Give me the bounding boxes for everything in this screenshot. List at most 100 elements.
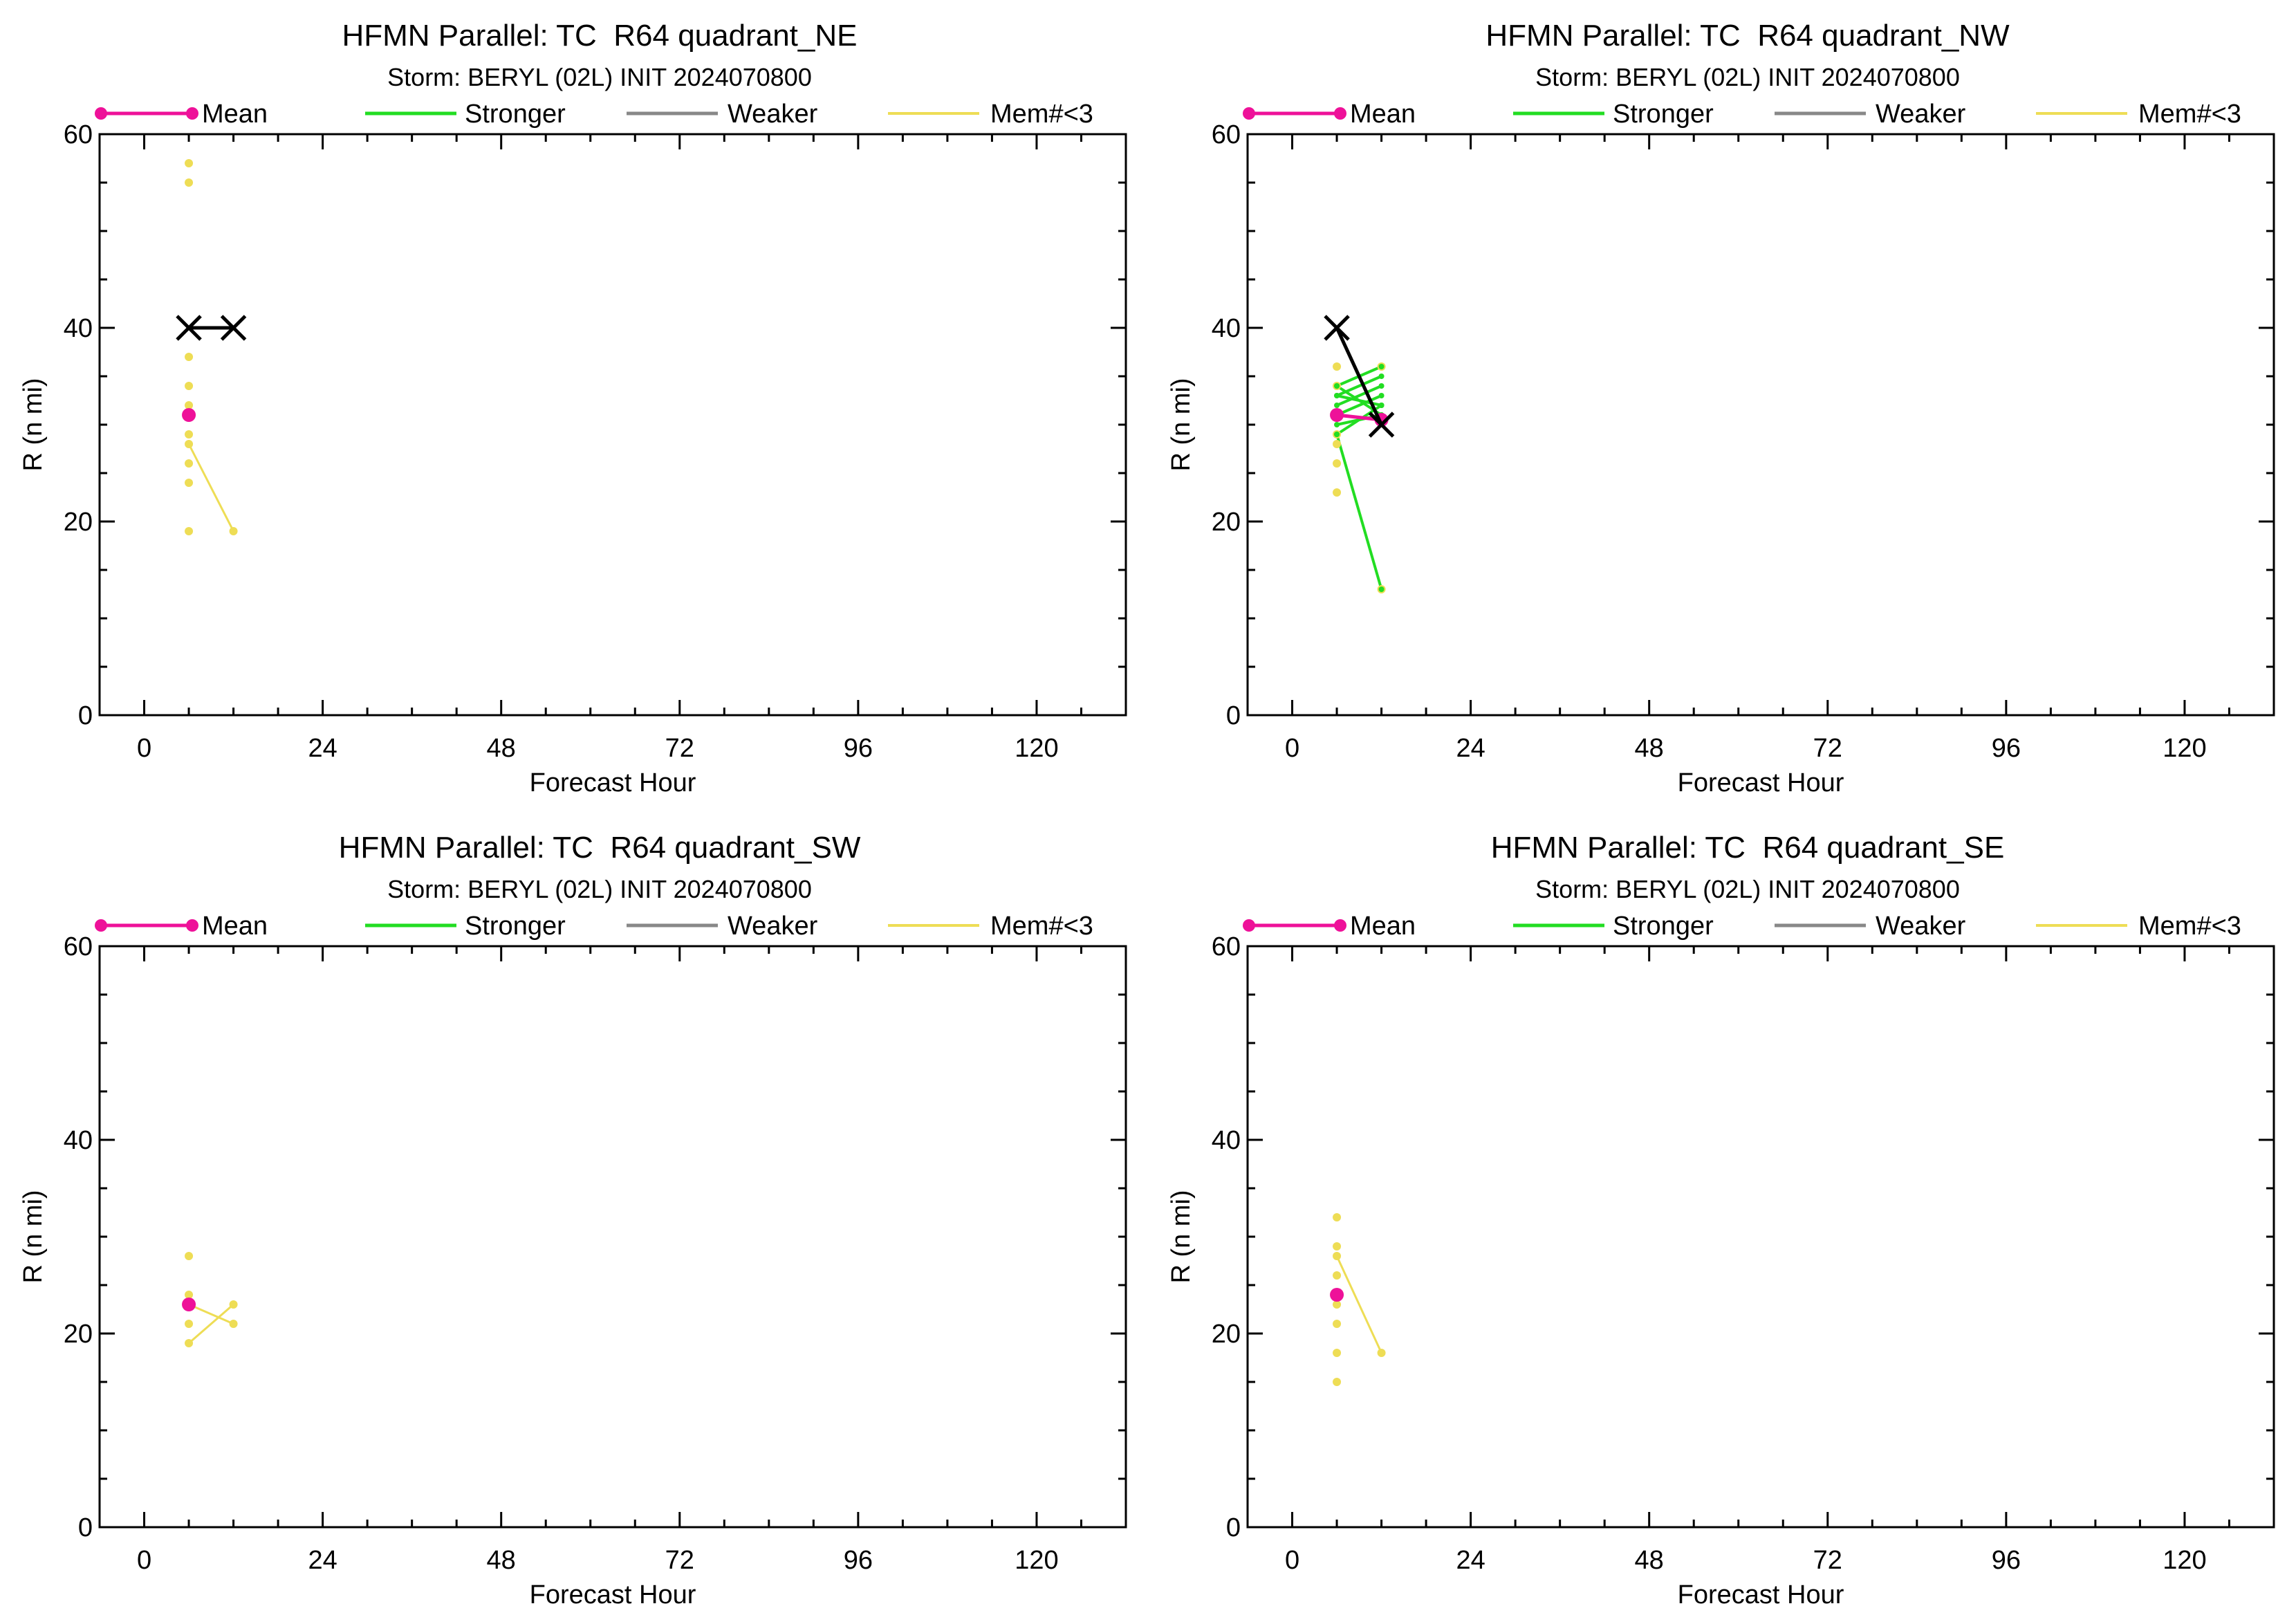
mem-point	[229, 1320, 238, 1328]
mem-point	[185, 527, 194, 535]
best-track-marker	[1324, 315, 1350, 341]
y-tick-label: 40	[1212, 1126, 1241, 1155]
x-tick-label: 48	[1635, 734, 1664, 763]
mem-point	[185, 440, 194, 448]
mem-point	[1333, 1349, 1342, 1357]
y-axis-label: R (n mi)	[19, 378, 48, 471]
mem-point	[185, 459, 194, 468]
mem-point	[1377, 1349, 1386, 1357]
y-axis-label: R (n mi)	[1167, 378, 1196, 471]
best-track-marker-stroke	[1368, 412, 1395, 438]
mem-track	[188, 1303, 234, 1325]
chart-title: HFMN Parallel: TC R64 quadrant_SE	[1491, 831, 2005, 865]
chart-title: HFMN Parallel: TC R64 quadrant_NE	[342, 19, 857, 53]
legend-weaker-label: Weaker	[1876, 912, 1966, 941]
mem-point	[1333, 1300, 1342, 1309]
legend-stronger-label: Stronger	[1613, 912, 1714, 941]
best-track-marker-stroke	[220, 315, 247, 341]
x-tick-label: 96	[1992, 1546, 2021, 1575]
y-tick-label: 60	[64, 120, 93, 149]
mem-point	[1333, 362, 1342, 371]
x-tick-label: 96	[1992, 734, 2021, 763]
mean-point	[182, 408, 196, 422]
stronger-point	[1334, 383, 1340, 389]
mem-point	[185, 159, 194, 167]
panel-4: HFMN Parallel: TC R64 quadrant_SE Storm: …	[1167, 831, 2275, 1609]
legend-mem-label: Mem#<3	[2138, 100, 2241, 129]
y-axis-label: R (n mi)	[1167, 1190, 1196, 1283]
x-tick-label: 120	[2163, 734, 2206, 763]
mem-point	[185, 1252, 194, 1260]
mem-track	[1335, 1255, 1382, 1354]
legend-stronger-label: Stronger	[465, 912, 566, 941]
mem-point	[185, 1291, 194, 1299]
mem-point	[229, 1300, 238, 1309]
mem-point	[1333, 1320, 1342, 1328]
x-tick-label: 72	[1813, 1546, 1842, 1575]
best-track-line	[1335, 326, 1383, 426]
legend-mean-marker	[1334, 919, 1346, 932]
x-tick-label: 48	[487, 734, 516, 763]
chart-subtitle: Storm: BERYL (02L) INIT 2024070800	[387, 875, 812, 903]
stronger-point	[1334, 432, 1340, 437]
y-tick-label: 20	[1212, 508, 1241, 537]
mem-point	[1333, 1271, 1342, 1280]
mem-point	[1333, 1252, 1342, 1260]
mem-point	[185, 382, 194, 390]
y-tick-label: 0	[78, 1513, 93, 1542]
x-axis: 0 24 48 72 96 120 Forecast Hour	[1246, 134, 2275, 797]
x-tick-label: 120	[1015, 734, 1058, 763]
legend: Mean Stronger Weaker Mem#<3	[95, 912, 1093, 941]
legend-mean-marker	[1243, 107, 1255, 120]
best-track-marker-stroke	[176, 315, 202, 341]
plot-frame	[98, 945, 1127, 1529]
y-axis: 0 20 40 60 R (n mi)	[19, 120, 1126, 730]
x-axis-label: Forecast Hour	[1678, 768, 1844, 797]
x-tick-label: 96	[844, 1546, 873, 1575]
y-tick-label: 0	[1226, 701, 1241, 730]
mem-track	[187, 443, 234, 532]
mem-point	[1333, 488, 1342, 497]
mem-point	[1333, 1378, 1342, 1386]
mem-point	[1333, 1242, 1342, 1251]
y-axis: 0 20 40 60 R (n mi)	[1167, 932, 2274, 1542]
stronger-point	[1378, 403, 1385, 408]
y-tick-label: 40	[64, 314, 93, 343]
stronger-point	[1378, 587, 1385, 592]
legend-mean-marker	[186, 107, 198, 120]
best-track-marker-stroke	[1324, 315, 1350, 341]
legend-mean-marker	[95, 107, 107, 120]
mean-point	[182, 1298, 196, 1311]
y-tick-label: 40	[1212, 314, 1241, 343]
x-axis-label: Forecast Hour	[530, 768, 696, 797]
x-tick-label: 0	[1285, 734, 1299, 763]
stronger-point	[1334, 403, 1340, 408]
mem-point	[185, 1320, 194, 1328]
plot-frame	[1246, 133, 2275, 717]
stronger-point	[1334, 393, 1340, 398]
legend-weaker-label: Weaker	[728, 100, 818, 129]
x-tick-label: 0	[1285, 1546, 1299, 1575]
y-axis: 0 20 40 60 R (n mi)	[1167, 120, 2274, 730]
stronger-point	[1378, 393, 1385, 398]
chart-title: HFMN Parallel: TC R64 quadrant_SW	[339, 831, 861, 865]
x-tick-label: 24	[308, 734, 337, 763]
legend-mean-marker	[1243, 919, 1255, 932]
legend-mean-label: Mean	[202, 100, 268, 129]
y-tick-label: 20	[64, 1320, 93, 1349]
y-tick-label: 60	[1212, 120, 1241, 149]
stronger-point	[1378, 383, 1385, 389]
mean-point	[1330, 408, 1344, 422]
y-tick-label: 20	[64, 508, 93, 537]
legend-weaker-label: Weaker	[728, 912, 818, 941]
chart-subtitle: Storm: BERYL (02L) INIT 2024070800	[387, 63, 812, 91]
stronger-point	[1378, 373, 1385, 379]
chart-subtitle: Storm: BERYL (02L) INIT 2024070800	[1535, 63, 1960, 91]
x-tick-label: 48	[487, 1546, 516, 1575]
mem-point	[185, 401, 194, 409]
x-axis: 0 24 48 72 96 120 Forecast Hour	[1246, 946, 2275, 1609]
x-tick-label: 120	[1015, 1546, 1058, 1575]
legend-mem-label: Mem#<3	[990, 912, 1093, 941]
mem-point	[185, 353, 194, 361]
